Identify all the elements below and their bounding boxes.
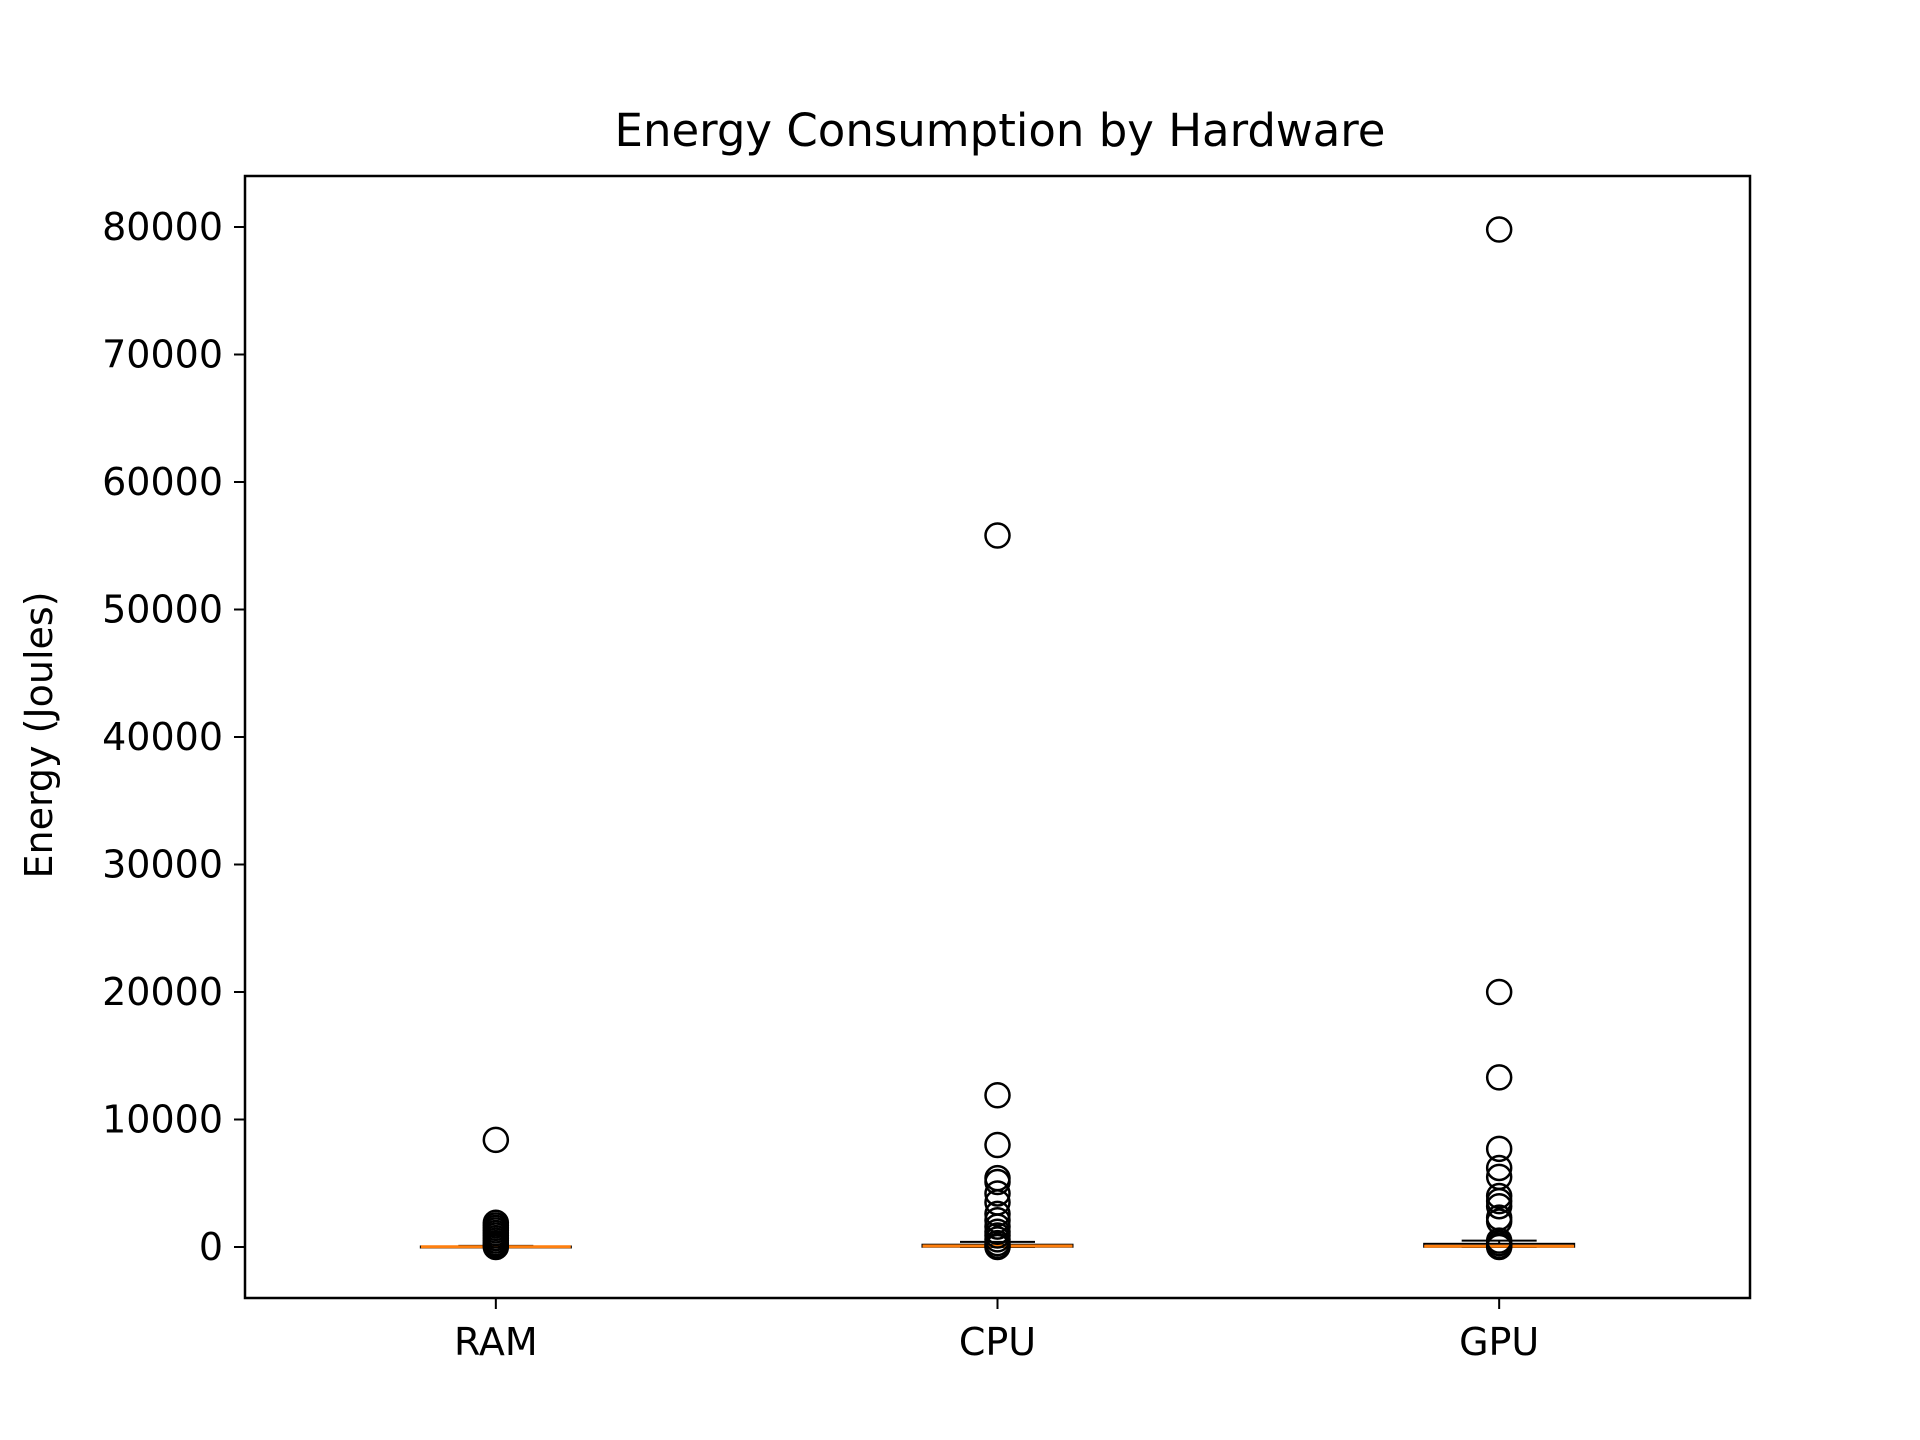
outlier-point bbox=[482, 1233, 510, 1261]
outlier-point bbox=[984, 1233, 1011, 1261]
axes-frame bbox=[243, 174, 1752, 1300]
outlier-point bbox=[984, 1082, 1011, 1109]
outlier-point bbox=[1485, 1064, 1513, 1091]
y-tick-label: 80000 bbox=[102, 205, 223, 249]
outlier-point bbox=[984, 1131, 1011, 1159]
y-tick-label: 50000 bbox=[102, 588, 223, 632]
outlier-point bbox=[984, 1168, 1011, 1196]
outlier-point bbox=[1485, 216, 1513, 243]
y-tick-label: 20000 bbox=[102, 970, 223, 1014]
outlier-point bbox=[1485, 978, 1513, 1006]
y-tick-label: 40000 bbox=[102, 715, 223, 759]
y-tick-label: 60000 bbox=[102, 460, 223, 504]
y-tick-label: 0 bbox=[199, 1225, 223, 1269]
outlier-point bbox=[1485, 1192, 1513, 1220]
y-tick-label: 30000 bbox=[102, 843, 223, 887]
y-tick-label: 10000 bbox=[102, 1098, 223, 1142]
chart-title: Energy Consumption by Hardware bbox=[615, 104, 1386, 157]
x-tick-label: GPU bbox=[1459, 1320, 1539, 1364]
y-tick-label: 70000 bbox=[102, 333, 223, 377]
outlier-point bbox=[1485, 1233, 1513, 1261]
outlier-point bbox=[1485, 1154, 1513, 1182]
outlier-point bbox=[482, 1126, 510, 1154]
outlier-point bbox=[984, 1200, 1011, 1228]
plot-area: 0 10000 20000 30000 40000 50000 60000 70000 8000… bbox=[102, 205, 1576, 1364]
x-tick-label: RAM bbox=[454, 1320, 538, 1364]
y-axis-label: Energy (Joules) bbox=[17, 591, 61, 878]
x-tick-label: CPU bbox=[959, 1320, 1036, 1364]
outlier-point bbox=[1485, 1135, 1513, 1163]
outlier-point bbox=[984, 522, 1011, 549]
outlier-point bbox=[984, 1180, 1011, 1207]
